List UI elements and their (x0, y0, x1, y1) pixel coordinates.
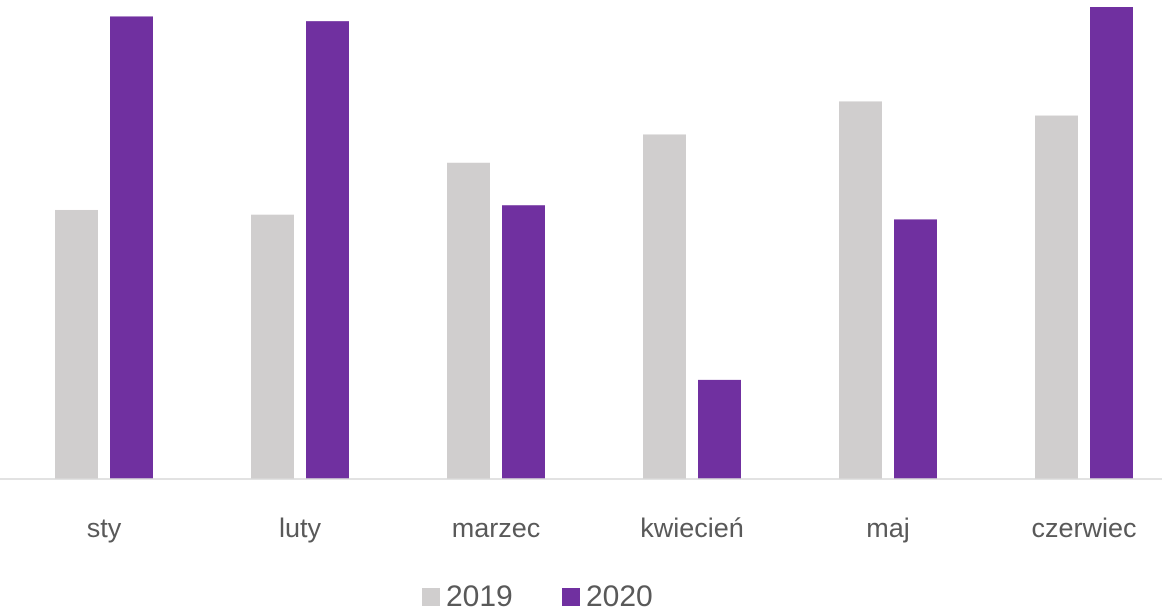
legend-swatch (562, 588, 580, 606)
bar (643, 134, 686, 479)
x-tick-label: kwiecień (640, 513, 744, 543)
bar (306, 21, 349, 479)
bar (502, 205, 545, 480)
x-tick-label: marzec (452, 513, 541, 543)
x-tick-label: sty (87, 513, 122, 543)
bar (447, 162, 490, 479)
bar (894, 219, 937, 479)
x-tick-label: luty (279, 513, 322, 543)
x-tick-label: czerwiec (1031, 513, 1136, 543)
bar (55, 209, 98, 479)
bar (251, 214, 294, 479)
bar (1090, 7, 1133, 479)
legend-swatch (422, 588, 440, 606)
bar (839, 101, 882, 480)
bar (1035, 115, 1078, 479)
bar (110, 16, 153, 479)
x-tick-label: maj (866, 513, 910, 543)
bar (698, 379, 741, 479)
legend-label: 2019 (446, 580, 513, 612)
legend-label: 2020 (586, 580, 653, 612)
